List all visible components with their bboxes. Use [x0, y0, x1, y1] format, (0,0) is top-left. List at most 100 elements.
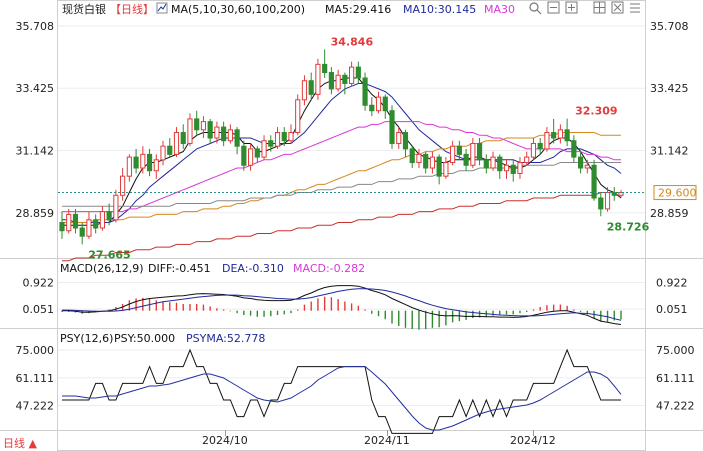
- candle-up: [429, 156, 436, 169]
- candle-down: [234, 129, 240, 147]
- candle-up: [274, 132, 281, 147]
- period-selector[interactable]: 日线 ▲: [3, 436, 37, 450]
- candle-down: [93, 219, 99, 229]
- candle-down: [598, 197, 604, 210]
- minus-icon[interactable]: [547, 1, 560, 14]
- psyma-line: [62, 366, 622, 431]
- candle-up: [396, 132, 402, 144]
- candle-up: [160, 145, 166, 161]
- macd-label: MACD(26,12,9): [60, 262, 144, 275]
- candle-up: [375, 96, 382, 112]
- candle-down: [241, 145, 247, 166]
- price-annotations: 34.846 32.309 27.665 28.726: [88, 35, 649, 261]
- candle-up: [247, 148, 254, 166]
- price-gridlines: [58, 25, 645, 214]
- candle-down: [369, 104, 375, 112]
- candle-down: [476, 142, 483, 161]
- low-annotation: 27.665: [88, 248, 130, 261]
- ma200-line: [62, 192, 621, 262]
- close-icon[interactable]: [611, 1, 624, 14]
- moving-averages: [62, 77, 622, 262]
- search-icon[interactable]: [529, 2, 542, 15]
- psy-tick-right: 75.000: [656, 344, 695, 357]
- ma30-line: [62, 121, 621, 213]
- candle-up: [66, 213, 72, 232]
- current-price-marker: 29.600: [58, 185, 697, 201]
- macd-tick-left: 0.922: [23, 277, 55, 290]
- candle-up: [530, 142, 537, 158]
- candle-down: [591, 164, 597, 199]
- candle-up: [295, 99, 301, 134]
- price-tick-left: 35.708: [16, 20, 55, 33]
- ma5-line: [62, 77, 622, 226]
- ma-params-label: MA(5,10,30,60,100,200): [171, 3, 305, 16]
- candle-up: [604, 192, 611, 210]
- candle-down: [221, 126, 227, 142]
- high-annotation: 34.846: [331, 35, 374, 48]
- psyma-value: PSYMA:52.778: [186, 332, 265, 345]
- candle-down: [564, 129, 570, 142]
- candle-up: [443, 162, 449, 177]
- psy-label: PSY(12,6): [60, 332, 113, 345]
- menu-icon[interactable]: [630, 3, 640, 13]
- window-icon[interactable]: [593, 1, 606, 14]
- psy-lines: [62, 348, 622, 434]
- plus-icon[interactable]: [565, 1, 578, 14]
- current-price-tag: 29.600: [658, 187, 697, 200]
- candle-down: [180, 132, 186, 144]
- xaxis-label-nov: 2024/11: [364, 434, 410, 447]
- candle-up: [113, 194, 119, 221]
- psy-axis: 75.000 75.000 61.111 61.111 47.222 47.222: [16, 344, 695, 413]
- candle-up: [126, 156, 132, 177]
- candle-down: [456, 145, 462, 155]
- candle-down: [537, 142, 543, 150]
- candle-up: [618, 192, 624, 196]
- price-tick-left: 31.142: [16, 144, 55, 157]
- line-icon: [157, 3, 167, 12]
- candle-down: [409, 148, 415, 164]
- candle-up: [490, 156, 496, 169]
- ma10-value: MA10:30.145: [403, 3, 476, 16]
- psy-tick-left: 61.111: [16, 372, 55, 385]
- price-axis: 35.708 35.708 33.425 33.425 31.142 31.142 28.8…: [16, 20, 689, 220]
- xaxis-label-oct: 2024/10: [202, 434, 248, 447]
- candle-down: [308, 80, 314, 95]
- xaxis-label-dec: 2024/12: [510, 434, 556, 447]
- candles: [59, 49, 624, 245]
- psy-tick-right: 61.111: [656, 372, 695, 385]
- candle-up: [288, 132, 294, 142]
- candle-down: [483, 159, 489, 169]
- candle-up: [315, 63, 321, 95]
- price-tick-left: 28.859: [16, 207, 55, 220]
- macd-diff-value: DIFF:-0.451: [148, 262, 211, 275]
- macd-value: MACD:-0.282: [293, 262, 365, 275]
- psy-value: PSY:50.000: [114, 332, 175, 345]
- candle-up: [261, 140, 267, 158]
- candle-down: [167, 145, 173, 155]
- macd-dea-value: DEA:-0.310: [222, 262, 284, 275]
- price-tick-left: 33.425: [16, 82, 55, 95]
- candle-up: [140, 153, 146, 169]
- price-tick-right: 35.708: [650, 20, 689, 33]
- price-tick-right: 33.425: [650, 82, 689, 95]
- ma5-value: MA5:29.416: [325, 3, 391, 16]
- ma100-line: [62, 162, 621, 207]
- candle-down: [436, 156, 442, 177]
- candle-up: [416, 153, 422, 164]
- low2-annotation: 28.726: [607, 220, 650, 233]
- candle-down: [355, 66, 361, 79]
- candle-down: [133, 156, 139, 169]
- candle-up: [584, 164, 590, 169]
- candle-up: [99, 211, 105, 229]
- candle-up: [349, 66, 355, 84]
- candle-up: [517, 162, 523, 174]
- ma30-value: MA30: [484, 3, 515, 16]
- macd-lines: [62, 285, 622, 325]
- candle-up: [86, 219, 92, 237]
- psy-line: [62, 348, 621, 434]
- candle-down: [281, 132, 287, 142]
- macd-tick-left: 0.051: [23, 303, 55, 316]
- dea-line: [62, 288, 622, 321]
- candle-up: [187, 118, 193, 144]
- candle-down: [382, 96, 388, 112]
